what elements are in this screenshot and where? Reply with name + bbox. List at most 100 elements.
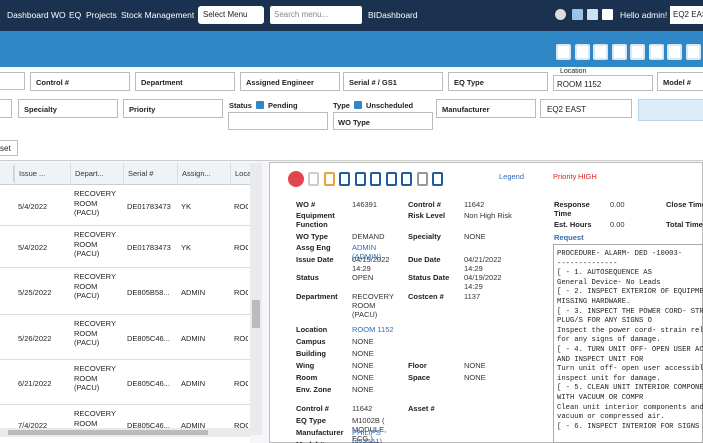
- filter-label: Location: [560, 68, 587, 75]
- filter-input[interactable]: Department: [135, 72, 235, 91]
- table-cell: YK: [181, 243, 192, 252]
- table-cell: ADMIN: [181, 333, 206, 343]
- icon[interactable]: [385, 172, 397, 186]
- nav-icon[interactable]: [572, 9, 583, 20]
- toolbar-button[interactable]: [667, 44, 682, 60]
- table-cell: RECOVERY ROOM (PACU): [74, 272, 116, 300]
- filter-box[interactable]: [0, 72, 25, 90]
- scroll-thumb[interactable]: [252, 300, 260, 328]
- toolbar-button[interactable]: [574, 44, 590, 60]
- toolbar-button[interactable]: [593, 44, 608, 60]
- filter-input[interactable]: EQ Type: [448, 72, 548, 91]
- column-header[interactable]: Assign...: [177, 163, 230, 185]
- field-label: Manufacturer: [296, 428, 344, 437]
- select-menu[interactable]: Select Menu: [198, 6, 264, 24]
- scroll-thumb[interactable]: [8, 430, 208, 435]
- filter-box[interactable]: [638, 99, 703, 121]
- field-label: Risk Level: [408, 211, 446, 220]
- field-label: Status: [296, 273, 319, 282]
- nav-link[interactable]: Stock Management: [121, 10, 195, 20]
- field-value: NONE: [352, 361, 374, 370]
- toolbar-button[interactable]: [630, 44, 645, 60]
- icon[interactable]: [339, 172, 350, 186]
- nav-icon[interactable]: [555, 9, 566, 20]
- site-select[interactable]: EQ2 EAST: [540, 99, 632, 118]
- procedure-line: --------------: [557, 259, 618, 268]
- search-input[interactable]: Search menu...: [270, 6, 362, 24]
- col-sep: [0, 166, 14, 182]
- filter-input[interactable]: Assigned Engineer: [240, 72, 340, 91]
- table-row[interactable]: [0, 226, 250, 268]
- icon[interactable]: [308, 172, 319, 186]
- nav-link[interactable]: EQ: [69, 10, 82, 20]
- field-label: Asset #: [408, 404, 435, 413]
- filter-input[interactable]: Model #: [657, 72, 703, 91]
- toolbar-button[interactable]: [685, 44, 701, 60]
- reset-button[interactable]: set: [0, 140, 18, 156]
- field-value: DEMAND: [352, 232, 385, 241]
- filter-input[interactable]: WO Type: [333, 112, 433, 130]
- table-cell: YK: [181, 201, 192, 211]
- field-value: 11642: [464, 200, 485, 209]
- filter-box[interactable]: [0, 99, 12, 118]
- column-header[interactable]: Issue ...: [14, 163, 70, 185]
- filter-input[interactable]: ROOM 1152: [553, 75, 653, 91]
- procedure-line: [ - 3. INSPECT THE POWER CORD- STRAI: [557, 307, 703, 316]
- filter-input[interactable]: Manufacturer: [436, 99, 536, 118]
- nav-icon[interactable]: [602, 9, 613, 20]
- checkbox[interactable]: [354, 101, 362, 109]
- toolbar-button[interactable]: [611, 44, 627, 60]
- icon[interactable]: [323, 172, 335, 186]
- field-label: Control #: [408, 200, 441, 209]
- filter-input[interactable]: Serial # / GS1: [343, 72, 443, 91]
- legend-link[interactable]: Legend: [499, 172, 525, 181]
- toolbar-button[interactable]: [556, 44, 571, 60]
- icon[interactable]: [416, 172, 428, 186]
- field-label: WO Type: [296, 232, 328, 241]
- table-row[interactable]: [0, 315, 250, 360]
- field-value: 1137: [464, 292, 481, 301]
- column-header[interactable]: Depart...: [70, 163, 123, 185]
- table-cell: RECOVERY ROOM (PACU): [74, 189, 116, 217]
- icon[interactable]: [288, 171, 304, 187]
- column-header[interactable]: Serial #: [123, 163, 177, 185]
- checkbox[interactable]: [256, 101, 264, 109]
- filter-input[interactable]: Priority: [123, 99, 223, 118]
- site-input[interactable]: EQ2 EAS: [670, 6, 703, 24]
- field-label: Est. Hours: [554, 220, 592, 229]
- field-label: Wing: [296, 361, 315, 370]
- nav-link[interactable]: BIDashboard: [368, 10, 418, 20]
- toolbar-button[interactable]: [648, 44, 664, 60]
- field-value: PHILIPS (453551): [352, 428, 383, 443]
- icon[interactable]: [370, 172, 381, 186]
- field-label: Assg Eng: [296, 243, 331, 252]
- table-row[interactable]: [0, 185, 250, 226]
- table-cell: ROC: [234, 421, 248, 430]
- table-cell: ADMIN: [181, 287, 206, 297]
- filter-input[interactable]: Specialty: [18, 99, 118, 118]
- field-label: Due Date: [408, 255, 441, 264]
- nav-link[interactable]: WO: [51, 10, 66, 20]
- greeting: Hello admin!: [620, 10, 668, 20]
- table-row[interactable]: [0, 268, 250, 315]
- field-value: OPEN: [352, 273, 374, 282]
- nav-icon[interactable]: [587, 9, 598, 20]
- table-cell: ROC: [234, 243, 248, 252]
- check-label: Unscheduled: [366, 101, 414, 110]
- table-cell: 5/4/2022: [18, 243, 48, 252]
- field-value: ADMIN (ADMIN): [352, 243, 382, 261]
- filter-input[interactable]: [228, 112, 328, 130]
- nav-link[interactable]: Projects: [86, 10, 117, 20]
- field-value: 0.00: [610, 200, 625, 209]
- scrollbar: [250, 163, 262, 435]
- procedure-line: MISSING HARDWARE.: [557, 298, 631, 306]
- filter-input[interactable]: Control #: [30, 72, 130, 91]
- table-row[interactable]: [0, 360, 250, 405]
- icon[interactable]: [401, 172, 412, 186]
- icon[interactable]: [354, 172, 366, 186]
- icon[interactable]: [432, 172, 443, 186]
- column-header[interactable]: Loca: [230, 163, 250, 185]
- field-value: NONE: [464, 373, 486, 382]
- nav-link[interactable]: Dashboard: [7, 10, 49, 20]
